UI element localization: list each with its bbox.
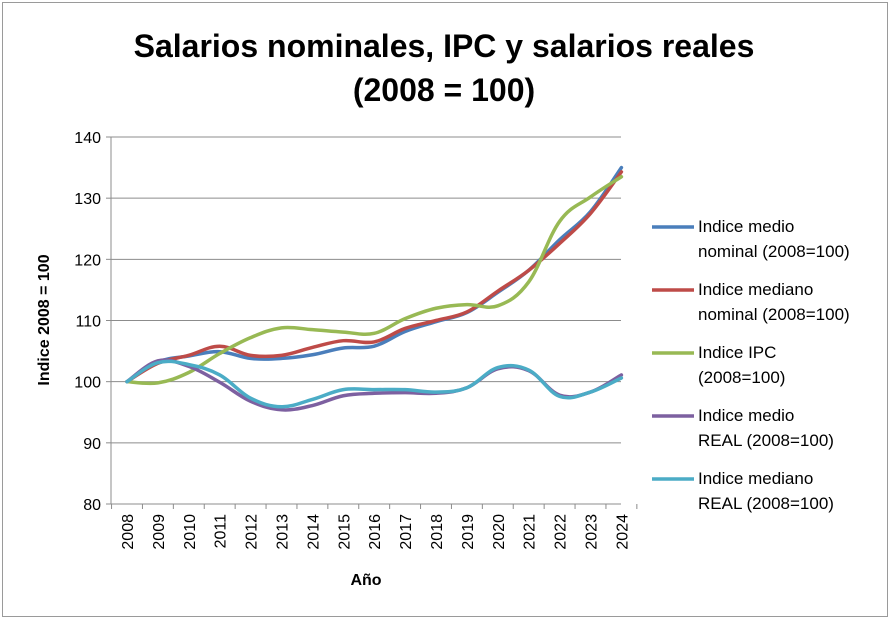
legend-label-1: nominal (2008=100) <box>698 242 850 261</box>
x-tick-label: 2017 <box>398 514 415 550</box>
x-tick-label: 2008 <box>120 514 137 550</box>
y-tick-label: 100 <box>74 375 101 392</box>
x-axis-title: Año <box>350 572 381 589</box>
x-tick-label: 2019 <box>460 514 477 550</box>
x-tick-label: 2018 <box>429 514 446 550</box>
y-tick-label: 130 <box>74 191 101 208</box>
x-tick-label: 2014 <box>305 514 322 550</box>
x-tick-label: 2023 <box>584 514 601 550</box>
legend-label-4: Indice medio <box>698 406 794 425</box>
legend-label-2: Indice mediano <box>698 280 813 299</box>
legend-label-2: nominal (2008=100) <box>698 305 850 324</box>
x-tick-label: 2021 <box>522 514 539 550</box>
y-tick-label: 140 <box>74 130 101 147</box>
legend-label-3: Indice IPC <box>698 343 776 362</box>
legend-label-3: (2008=100) <box>698 368 785 387</box>
series-lines <box>125 165 624 412</box>
series-line-3 <box>125 175 624 386</box>
axes <box>106 136 638 509</box>
x-tick-label: 2011 <box>213 514 230 549</box>
gridlines <box>111 136 621 444</box>
chart-title-line-2: (2008 = 100) <box>353 72 535 108</box>
chart-title-line-1: Salarios nominales, IPC y salarios reale… <box>134 28 755 64</box>
series-line-2 <box>125 170 624 384</box>
y-tick-labels: 80 90 100 110 120 130 140 <box>74 130 101 514</box>
x-tick-labels: 2008 2009 2010 2011 2012 2013 2014 2015 2016 2017… <box>120 514 631 550</box>
y-axis-title: Indice 2008 = 100 <box>36 254 53 385</box>
y-tick-label: 110 <box>75 314 101 331</box>
series-line-5 <box>125 359 624 409</box>
x-tick-label: 2009 <box>151 514 168 550</box>
y-tick-label: 80 <box>83 497 101 514</box>
x-tick-label: 2015 <box>336 514 353 550</box>
legend-label-5: Indice mediano <box>698 469 813 488</box>
legend-label-5: REAL (2008=100) <box>698 494 834 513</box>
x-tick-label: 2010 <box>182 514 199 550</box>
y-tick-label: 90 <box>83 436 101 453</box>
legend-label-4: REAL (2008=100) <box>698 431 834 450</box>
x-tick-label: 2012 <box>244 514 261 550</box>
legend: Indice medio nominal (2008=100) Indice med… <box>652 217 850 513</box>
x-tick-label: 2020 <box>491 514 508 550</box>
x-tick-label: 2013 <box>275 514 292 550</box>
legend-label-1: Indice medio <box>698 217 794 236</box>
y-tick-label: 120 <box>74 252 101 269</box>
x-tick-label: 2022 <box>553 514 570 550</box>
x-tick-label: 2016 <box>367 514 384 550</box>
x-tick-label: 2024 <box>614 514 631 550</box>
